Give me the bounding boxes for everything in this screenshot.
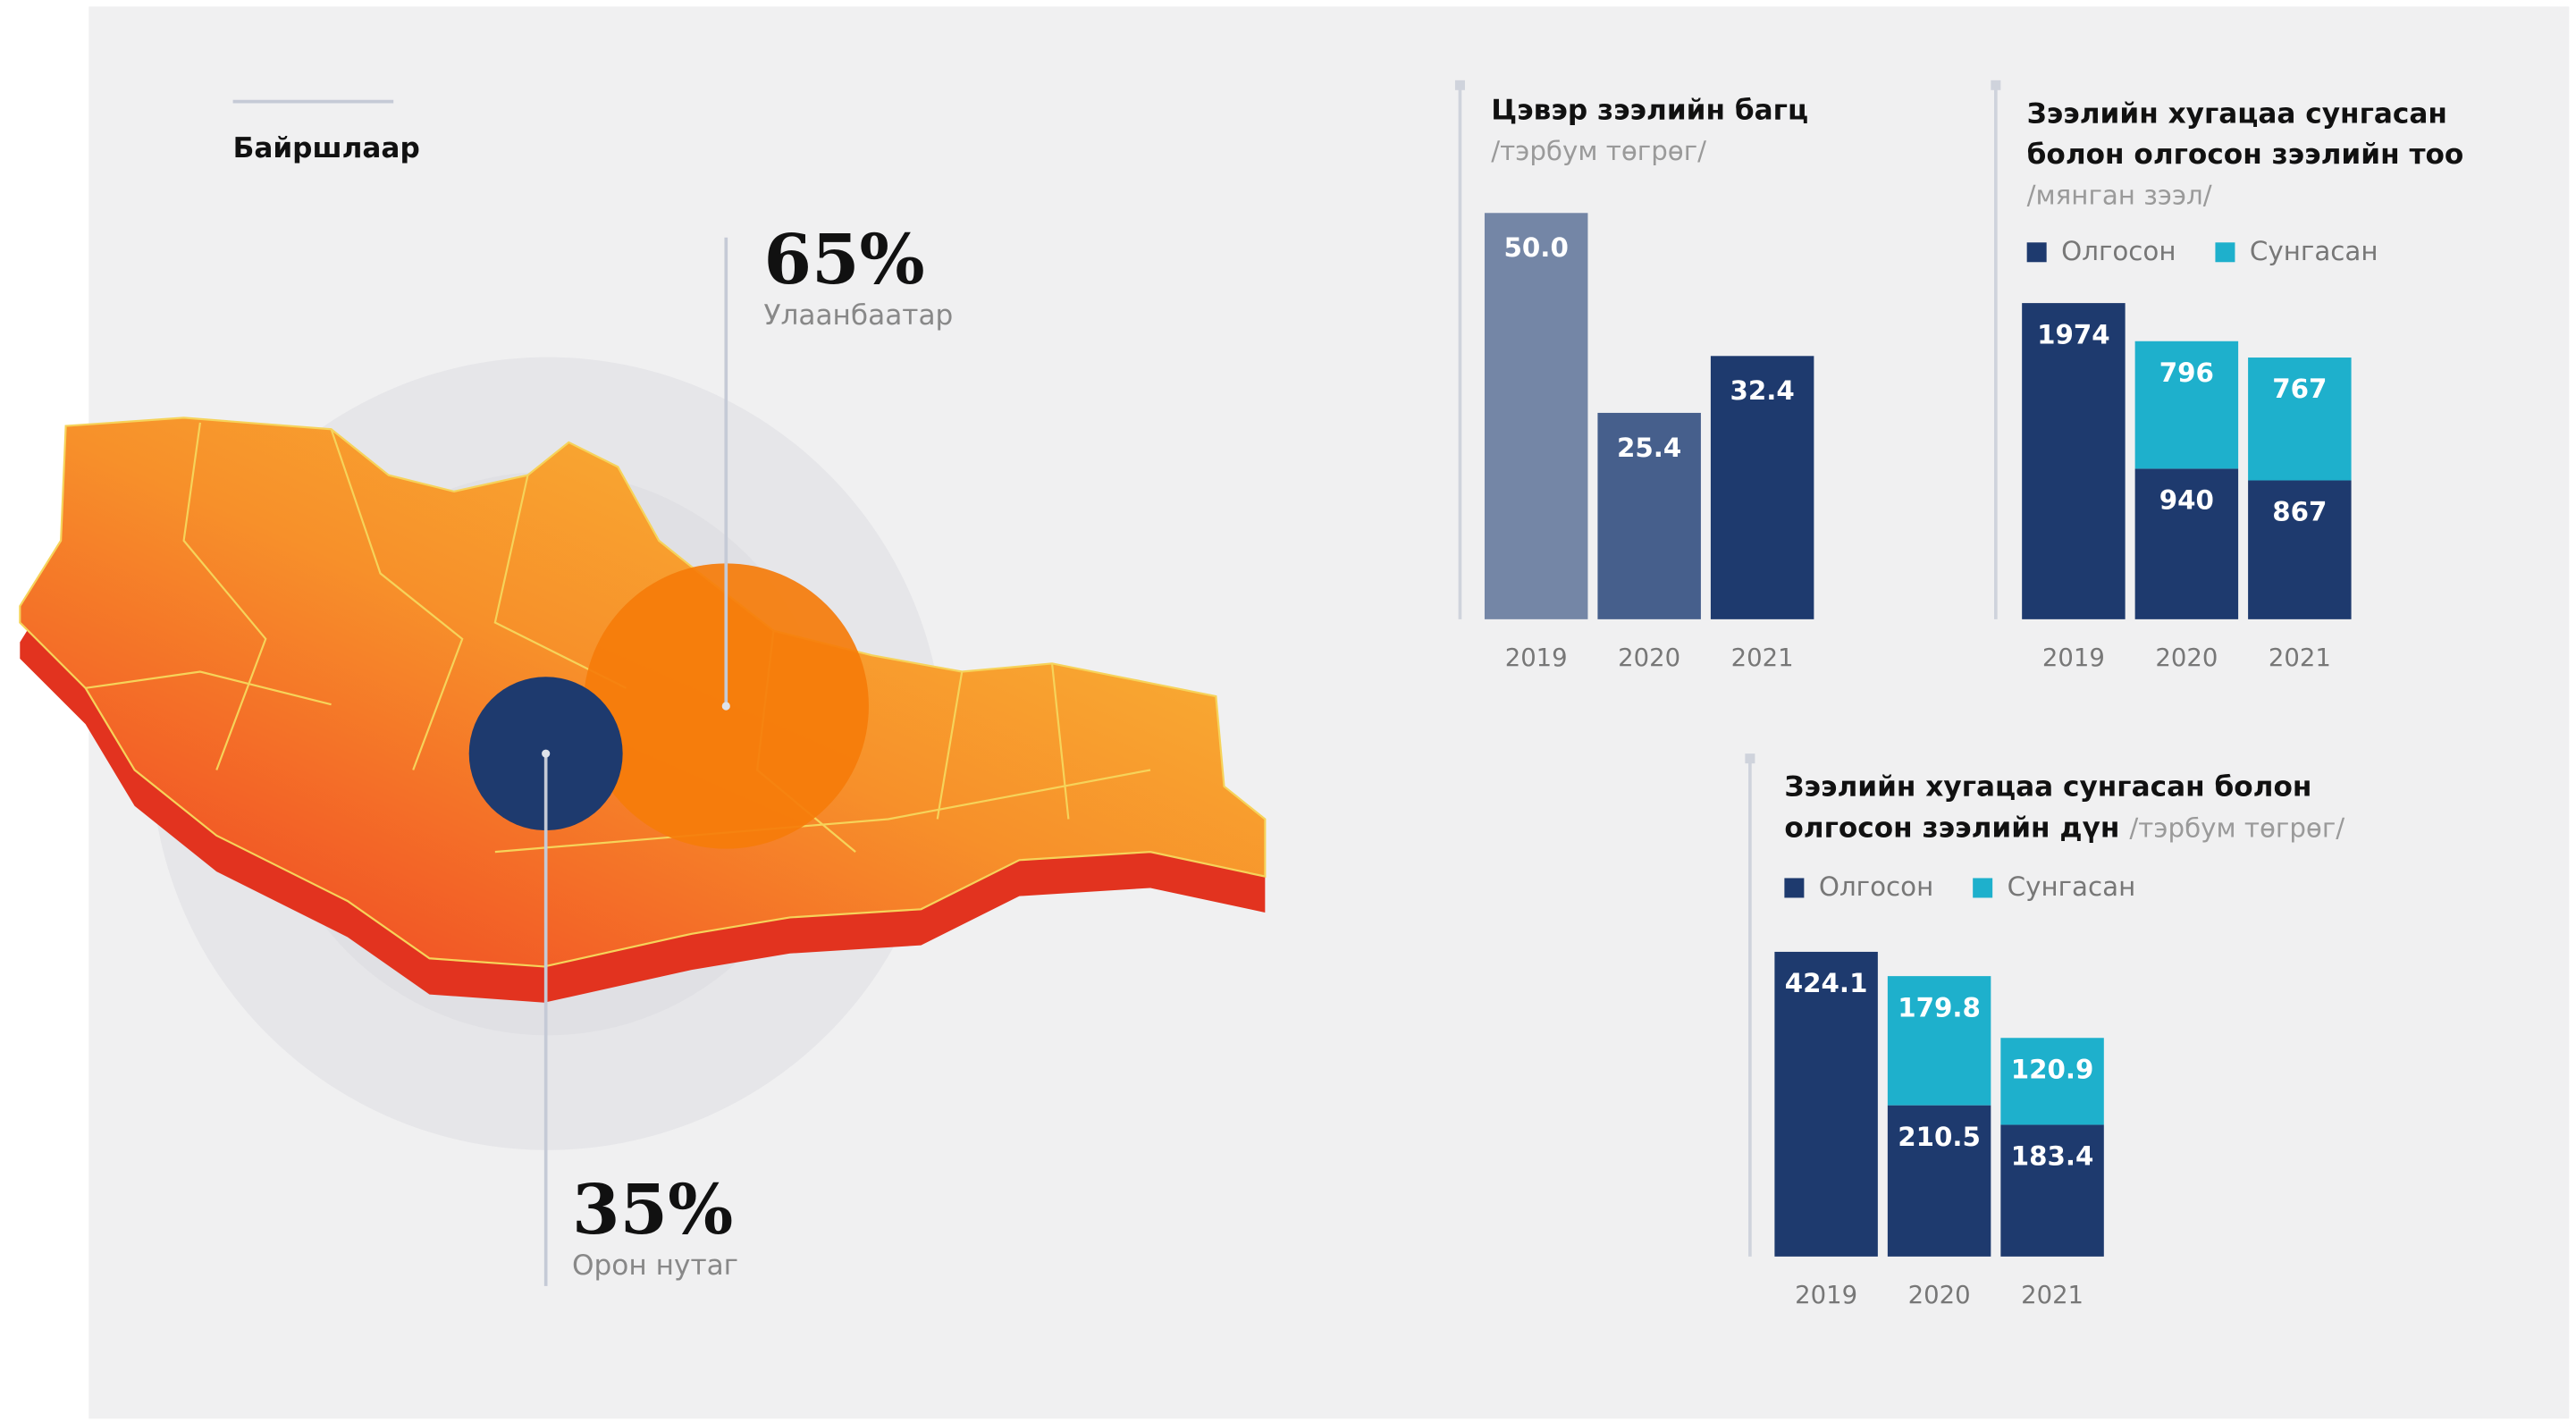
axis-cap [1745,753,1755,764]
legend-swatch [2215,242,2235,263]
legend-swatch [2026,242,2047,263]
legend-swatch [1973,878,1993,898]
chart-title: болон олгосон зээлийн тоо [2027,139,2464,171]
data-label: 32.4 [1730,375,1794,406]
bar-segment [2022,303,2126,619]
bar-segment [2134,341,2239,469]
data-label: 120.9 [2011,1054,2094,1084]
leader-dot [721,702,730,711]
bar [1710,356,1814,619]
x-tick-label: 2021 [2269,644,2331,672]
category-label: Улаанбаатар [763,299,953,332]
chart-subtitle: /мянган зээл/ [2027,180,2212,210]
bar-segment [1887,1105,1991,1257]
chart-title: олгосон зээлийн дүн/тэрбум төгрөг/ [1784,812,2344,844]
bar-segment [2248,358,2352,481]
chart-subtitle: /тэрбум төгрөг/ [1491,136,1706,166]
legend-label: Сунгасан [2250,236,2378,266]
category-label: Орон нутаг [572,1250,738,1282]
bar-segment [2000,1038,2104,1125]
bar-segment [2134,468,2239,619]
x-tick-label: 2019 [1795,1281,1857,1309]
data-label: 867 [2272,497,2327,527]
chart-title: Цэвэр зээлийн багц [1491,95,1808,127]
data-label: 210.5 [1898,1122,1981,1152]
x-tick-label: 2021 [2021,1281,2084,1309]
bar-segment [2000,1124,2104,1257]
section-title: Байршлаар [233,132,420,164]
data-label: 424.1 [1785,968,1868,998]
chart-subtitle: /тэрбум төгрөг/ [2129,812,2344,843]
data-label: 25.4 [1617,433,1681,463]
percent-label: 35% [572,1170,733,1250]
legend-swatch [1784,878,1805,898]
chart-title: Зээлийн хугацаа сунгасан [2027,97,2447,130]
axis-cap [1991,80,2001,90]
bar-segment [1774,951,1878,1257]
chart-title: Зээлийн хугацаа сунгасан болон [1784,771,2311,804]
bar-segment [1887,976,1991,1106]
data-label: 50.0 [1504,232,1569,263]
data-label: 179.8 [1898,992,1981,1022]
legend-label: Олгосон [2061,236,2176,266]
x-tick-label: 2019 [2042,644,2105,672]
axis-cap [1454,80,1465,90]
x-tick-label: 2021 [1731,644,1794,672]
legend-label: Сунгасан [2008,871,2136,902]
x-tick-label: 2020 [1908,1281,1971,1309]
x-tick-label: 2020 [2155,644,2218,672]
data-label: 1974 [2037,319,2110,349]
legend-label: Олгосон [1819,871,1933,902]
data-label: 767 [2272,374,2327,404]
x-tick-label: 2020 [1618,644,1680,672]
x-tick-label: 2019 [1505,644,1568,672]
bar [1597,412,1701,619]
bar-segment [2248,480,2352,619]
data-label: 183.4 [2011,1141,2094,1172]
bar [1484,213,1588,619]
percent-label: 65% [763,220,924,300]
data-label: 796 [2159,358,2214,388]
leader-dot [542,749,551,758]
data-label: 940 [2159,485,2214,516]
